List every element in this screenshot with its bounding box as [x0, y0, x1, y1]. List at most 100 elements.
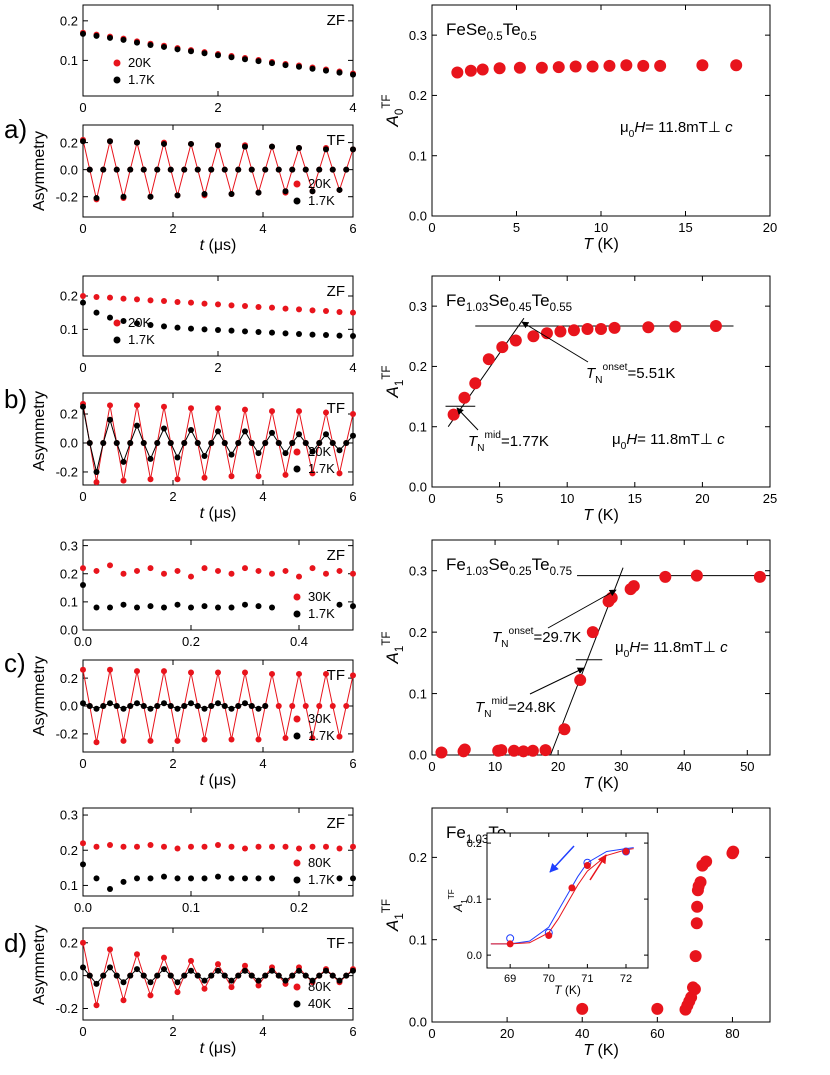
data-point [569, 60, 582, 73]
x-tick-label: 72 [620, 973, 632, 985]
data-point [296, 145, 302, 151]
data-point [323, 308, 329, 314]
data-point [215, 873, 221, 880]
data-point [80, 964, 86, 971]
data-point [576, 1002, 589, 1015]
data-point [552, 61, 565, 74]
text-part: mid [492, 696, 509, 707]
x-tick-label: 0 [79, 360, 86, 375]
data-point [289, 703, 296, 709]
y-tick-label: 0.1 [409, 148, 427, 163]
data-point [154, 703, 161, 709]
text-part: (K) [593, 1042, 619, 1059]
data-point [248, 166, 255, 173]
y-tick-label: 0.0 [409, 1015, 427, 1030]
data-point [181, 439, 188, 446]
data-point [323, 332, 329, 338]
data-point [174, 979, 181, 986]
data-point [107, 314, 113, 321]
data-point [228, 327, 235, 334]
data-point [336, 845, 343, 852]
data-point [174, 454, 181, 461]
data-point [309, 331, 316, 338]
legend-label: 1.7K [308, 461, 335, 476]
data-point [248, 439, 255, 446]
panel: 0.0 0.1 0.2 0.3 0 5 10 15 20 [409, 4, 777, 235]
data-point [80, 565, 86, 572]
data-point [554, 325, 567, 338]
plot-frame [82, 4, 354, 97]
data-point [282, 735, 289, 742]
x-tick-label: 6 [349, 221, 356, 236]
data-point [350, 843, 356, 850]
data-point [201, 985, 208, 992]
data-point [201, 50, 208, 57]
data-point [282, 471, 289, 478]
data-point [690, 569, 703, 582]
data-point [694, 876, 707, 889]
data-point [147, 455, 154, 462]
text-part: 1 [394, 646, 406, 652]
y-tick-label: 0.2 [60, 566, 78, 581]
data-point [134, 951, 140, 958]
text-part: (K) [593, 236, 619, 253]
y-tick-label: 0.3 [409, 28, 427, 43]
x-tick-label: 69 [504, 973, 516, 985]
text-part: = 11.8mT⊥ [637, 431, 717, 448]
data-point [282, 450, 289, 457]
data-point [120, 36, 127, 43]
y-tick-label: 0.2 [60, 14, 78, 29]
data-point [147, 737, 154, 744]
data-point [147, 297, 154, 304]
panel-label: c) [4, 648, 26, 678]
data-point [188, 426, 194, 433]
text-part: t [200, 505, 205, 522]
data-point [113, 166, 120, 173]
text-part: μ [620, 119, 629, 136]
text-part: (μs) [204, 772, 236, 789]
text-part: Te [503, 20, 521, 39]
data-point [161, 570, 167, 577]
data-point [447, 408, 460, 421]
y-axis-label: A1TF [381, 899, 406, 932]
data-point [262, 703, 269, 709]
x-tick-label: 0 [428, 220, 435, 235]
data-point [120, 705, 127, 712]
data-point [586, 626, 599, 639]
data-point [269, 670, 275, 677]
text-part: T [583, 1042, 594, 1059]
x-tick-label: 40 [575, 1026, 589, 1041]
data-point [309, 470, 316, 477]
plot-frame [431, 4, 771, 217]
data-point [100, 703, 107, 709]
data-point [134, 567, 140, 574]
text-part: T [583, 507, 594, 524]
data-point [194, 166, 201, 173]
data-point [181, 703, 188, 709]
legend-marker [293, 876, 301, 884]
data-point [80, 861, 86, 868]
data-point [161, 323, 167, 330]
data-point [201, 977, 208, 984]
data-point [248, 972, 255, 979]
x-tick-label: 0 [428, 1026, 435, 1041]
arrow [549, 845, 575, 873]
data-point [80, 666, 86, 673]
data-point [107, 294, 113, 301]
data-point [309, 188, 316, 195]
data-point [323, 431, 329, 438]
data-point [140, 972, 147, 979]
data-point [188, 325, 194, 332]
data-point [282, 567, 289, 574]
data-point [323, 670, 329, 677]
data-point [255, 450, 262, 457]
text-part: 1.03 [466, 566, 488, 578]
data-point [482, 353, 495, 366]
text-part: (K) [593, 775, 619, 792]
data-point [134, 966, 140, 973]
text-part: 0.75 [550, 566, 572, 578]
text-part: T [586, 365, 597, 382]
panel: 0.0 0.1 0.2 69 70 71 72 [467, 832, 649, 985]
data-point [255, 603, 262, 610]
x-tick-label: 20 [500, 1026, 514, 1041]
